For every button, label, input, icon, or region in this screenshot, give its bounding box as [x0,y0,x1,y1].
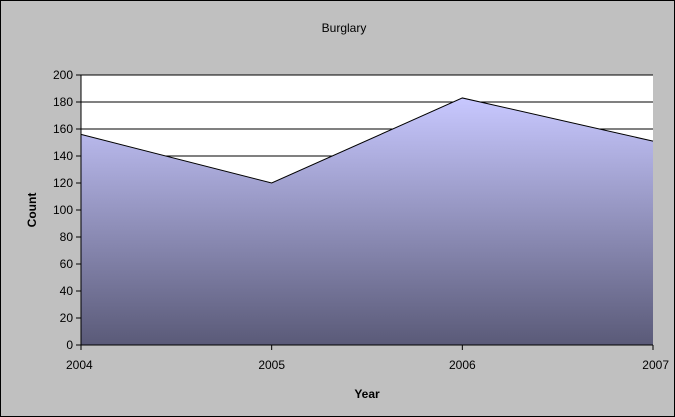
y-tick-label: 180 [53,95,73,109]
y-tick-label: 140 [53,149,73,163]
x-tick-label: 2005 [258,358,285,372]
chart-title: Burglary [322,21,367,35]
y-tick-label: 60 [60,257,74,271]
x-tick-label: 2007 [642,358,669,372]
x-axis-title: Year [354,387,380,401]
axes [76,74,654,350]
y-tick-label: 160 [53,122,73,136]
y-tick-label: 120 [53,176,73,190]
y-tick-label: 40 [60,284,74,298]
series-area [81,97,653,345]
x-tick-label: 2004 [66,358,93,372]
y-tick-labels: 0 20 40 60 80 100 120 140 160 180 200 [53,68,73,352]
y-axis-title: Count [25,193,39,228]
y-tick-label: 80 [60,230,74,244]
y-tick-label: 200 [53,68,73,82]
y-tick-label: 100 [53,203,73,217]
y-tick-label: 0 [66,338,73,352]
x-tick-labels: 2004 2005 2006 2007 [66,358,669,372]
series-line [80,97,654,184]
x-tick-label: 2006 [449,358,476,372]
y-tick-label: 20 [60,311,74,325]
